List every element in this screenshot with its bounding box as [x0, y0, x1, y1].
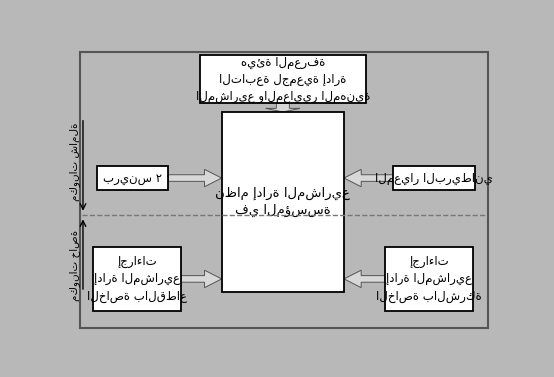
Text: هيئة المعرفة
التابعة لجمعية إدارة
المشاريع والمعايير المهنية: هيئة المعرفة التابعة لجمعية إدارة المشار…: [196, 56, 370, 103]
Bar: [393, 166, 475, 190]
Bar: [385, 247, 473, 311]
Text: مكونات خاصة: مكونات خاصة: [69, 230, 80, 302]
Text: المعيار البريطاني: المعيار البريطاني: [375, 172, 493, 185]
Bar: [200, 55, 366, 103]
Polygon shape: [344, 270, 385, 288]
Polygon shape: [266, 103, 300, 112]
Text: نظام إدارة المشاريع
في المؤسسة: نظام إدارة المشاريع في المؤسسة: [216, 187, 350, 217]
Text: إجراءات
إدارة المشاريع
الخاصة بالشركة: إجراءات إدارة المشاريع الخاصة بالشركة: [376, 255, 482, 302]
Text: إجراءات
إدارة المشاريع
الخاصة بالقطاع: إجراءات إدارة المشاريع الخاصة بالقطاع: [87, 255, 187, 302]
Bar: [222, 112, 344, 292]
Bar: [97, 166, 168, 190]
Bar: [93, 247, 181, 311]
Polygon shape: [168, 169, 222, 187]
Polygon shape: [344, 169, 393, 187]
Polygon shape: [181, 270, 222, 288]
Text: برينس ۲: برينس ۲: [103, 172, 162, 185]
Text: مكونات شاملة: مكونات شاملة: [69, 122, 80, 201]
